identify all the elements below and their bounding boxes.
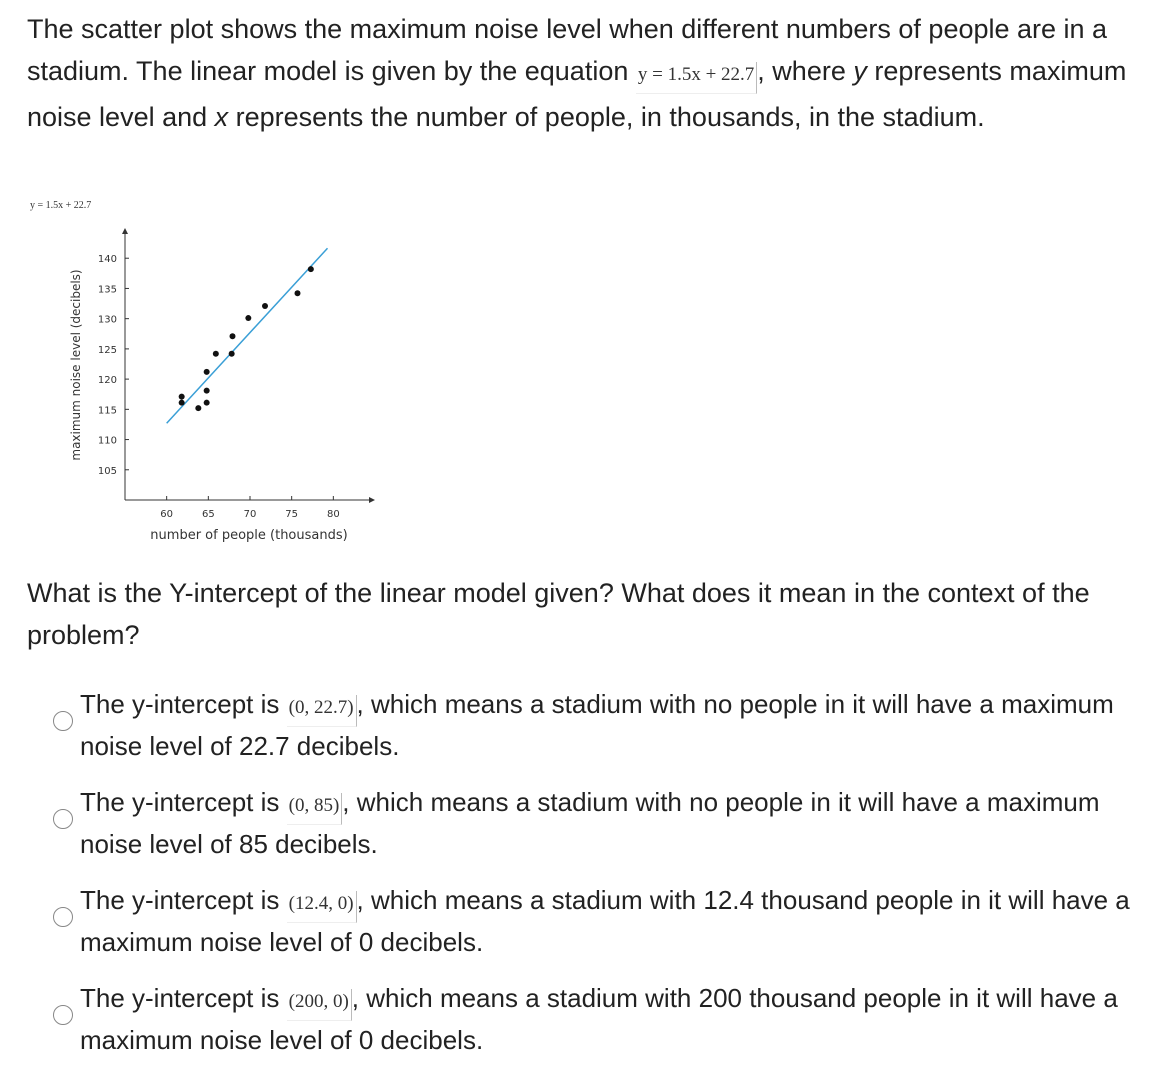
radio-button[interactable] [53,809,73,829]
text: , which means a stadium with 12.4 thousa… [80,885,1130,957]
y-axis-arrow [122,228,128,234]
variable: y [853,56,867,86]
x-tick-label: 75 [285,509,298,520]
radio-button[interactable] [53,1005,73,1025]
x-tick-label: 65 [202,509,215,520]
text: The y-intercept is [80,689,287,719]
option-text[interactable]: The y-intercept is (12.4, 0), which mean… [80,881,1140,961]
trend-line [166,247,329,424]
option-text[interactable]: The y-intercept is (0, 22.7), which mean… [80,685,1140,765]
x-tick-label: 60 [160,509,173,520]
x-axis-arrow [369,497,375,503]
text: , which means a stadium with no people i… [80,689,1114,761]
y-tick-label: 130 [98,315,117,326]
y-tick-label: 140 [98,254,117,265]
y-tick-label: 115 [98,405,117,416]
x-axis-label: number of people (thousands) [150,528,347,543]
x-tick-label: 70 [244,509,257,520]
y-tick-label: 110 [98,436,117,447]
variable: x [214,102,229,132]
data-point [203,399,210,406]
option-text[interactable]: The y-intercept is (0, 85), which means … [80,783,1140,863]
math: (0, 22.7) [286,695,357,727]
data-point [203,387,210,394]
y-tick-label: 135 [98,284,117,295]
option-text[interactable]: The y-intercept is (200, 0), which means… [80,979,1140,1059]
data-point [178,399,185,406]
data-point [178,393,185,400]
data-point [245,315,252,322]
math: (12.4, 0) [286,891,357,923]
text: The y-intercept is [80,885,287,915]
text: represents the number of people, in thou… [228,102,985,132]
data-point [307,266,314,273]
y-tick-label: 120 [98,375,117,386]
y-axis-label: maximum noise level (decibels) [69,269,83,460]
x-tick-label: 80 [327,509,340,520]
y-tick-label: 125 [98,345,117,356]
data-point [228,350,235,357]
y-tick-label: 105 [98,466,117,477]
chart-caption: y = 1.5x + 22.7 [30,200,91,211]
text: The y-intercept is [80,983,287,1013]
data-point [203,368,210,375]
radio-button[interactable] [53,907,73,927]
question-2: What is the Y-intercept of the linear mo… [27,578,1090,650]
text: The y-intercept is [80,787,287,817]
data-point [195,405,202,412]
text: , where [757,56,854,86]
equation: y = 1.5x + 22.7 [635,62,758,94]
question-text: The scatter plot shows the maximum noise… [27,8,1157,138]
radio-button[interactable] [53,711,73,731]
math: (0, 85) [286,793,343,825]
data-point [262,302,268,309]
text: , which means a stadium with 200 thousan… [80,983,1118,1055]
text: , which means a stadium with no people i… [80,787,1100,859]
math: (200, 0) [286,989,352,1021]
text: represents maximum noise level and [27,56,1127,132]
data-point [294,290,301,297]
text: The scatter plot shows the maximum noise… [27,14,1108,86]
chart: y = 1.5x + 22.7 maximum noise level (dec… [30,200,375,543]
data-point [229,333,236,340]
data-point [212,350,219,357]
